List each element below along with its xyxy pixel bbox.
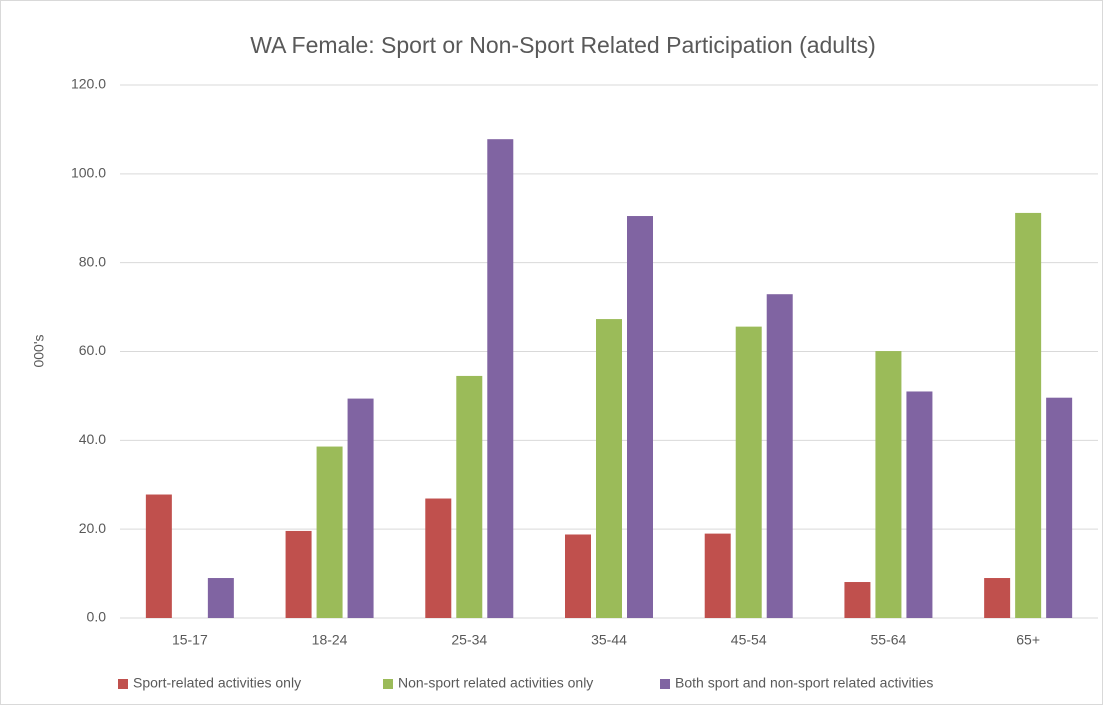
x-tick-label: 18-24 xyxy=(312,632,348,648)
y-tick-label: 80.0 xyxy=(79,253,106,269)
x-tick-label: 65+ xyxy=(1016,632,1040,648)
bar xyxy=(704,533,731,618)
y-tick-label: 0.0 xyxy=(87,609,107,625)
legend-swatch xyxy=(118,679,128,689)
bar xyxy=(565,534,591,618)
bar xyxy=(487,139,514,618)
bar xyxy=(285,530,312,618)
x-tick-label: 25-34 xyxy=(451,632,487,648)
bar xyxy=(1015,212,1042,619)
bar xyxy=(316,446,343,618)
legend-label: Both sport and non-sport related activit… xyxy=(675,675,933,691)
y-tick-label: 60.0 xyxy=(79,342,106,358)
y-tick-label: 20.0 xyxy=(79,520,106,536)
bar xyxy=(456,375,483,618)
y-axis-label: 000's xyxy=(31,334,47,367)
legend-label: Non-sport related activities only xyxy=(398,675,593,691)
x-tick-label: 45-54 xyxy=(731,632,767,648)
bar xyxy=(596,319,622,618)
chart-title: WA Female: Sport or Non-Sport Related Pa… xyxy=(250,32,876,58)
x-tick-label: 55-64 xyxy=(871,632,907,648)
bar xyxy=(984,578,1011,618)
legend-swatch xyxy=(383,679,393,689)
x-tick-label: 15-17 xyxy=(172,632,208,648)
y-tick-label: 120.0 xyxy=(71,76,106,92)
bar xyxy=(906,391,933,618)
x-tick-label: 35-44 xyxy=(591,632,627,648)
y-tick-label: 100.0 xyxy=(71,165,106,181)
bar xyxy=(766,294,793,618)
bar xyxy=(1046,397,1073,618)
bar xyxy=(207,578,234,618)
bar xyxy=(735,326,762,618)
y-tick-label: 40.0 xyxy=(79,431,106,447)
bar xyxy=(425,498,452,618)
legend-label: Sport-related activities only xyxy=(133,675,301,691)
legend-swatch xyxy=(660,679,670,689)
bar xyxy=(347,398,374,618)
bar xyxy=(844,582,871,618)
bar xyxy=(145,494,172,618)
bar xyxy=(875,351,902,618)
bar xyxy=(627,216,653,618)
